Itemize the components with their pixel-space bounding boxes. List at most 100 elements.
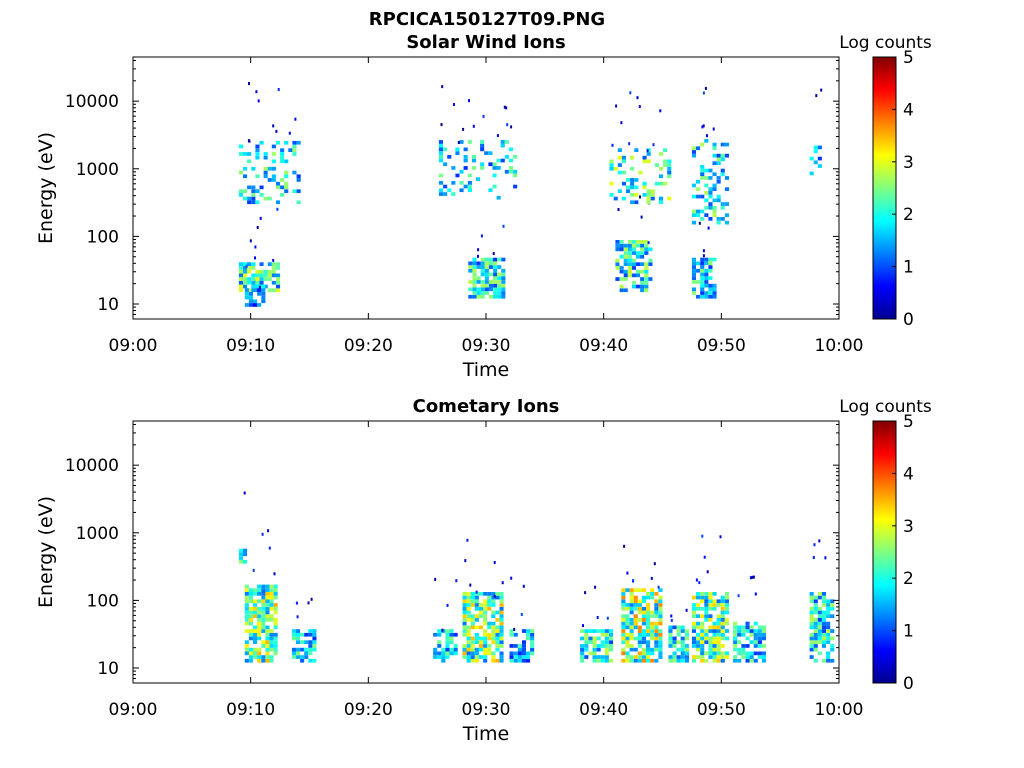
spectrogram-cell [627, 251, 632, 255]
spectrogram-cell [658, 614, 663, 618]
spectrogram-cell [499, 632, 504, 637]
spectrogram-cell [251, 262, 256, 266]
spectrogram-cell [273, 640, 278, 644]
spectrogram-cell [676, 658, 681, 663]
spectrogram-cell [704, 268, 709, 273]
spectrogram-cell [269, 658, 274, 663]
spectrogram-cell [491, 658, 496, 663]
spectrogram-cell [261, 614, 266, 618]
spectrogram-cell [623, 269, 628, 274]
spectrogram-cell [495, 618, 500, 622]
spectrogram-cell [658, 595, 663, 600]
spectrogram-cell [680, 647, 685, 652]
spectrogram-cell [670, 618, 673, 622]
spectrogram-cell [476, 177, 481, 181]
spectrogram-cell [641, 629, 646, 633]
spectrogram-cell [691, 257, 696, 262]
spectrogram-cell [288, 131, 291, 135]
spectrogram-cell [521, 651, 526, 656]
spectrogram-cell [650, 625, 655, 630]
spectrogram-cell [513, 644, 518, 648]
spectrogram-cell [700, 291, 705, 295]
spectrogram-cell [712, 647, 717, 652]
spectrogram-cell [445, 647, 450, 652]
spectrogram-cell [253, 603, 258, 607]
spectrogram-cell [757, 640, 762, 644]
spectrogram-cell [276, 207, 279, 211]
spectrogram-cell [238, 170, 243, 175]
spectrogram-cell [312, 632, 317, 637]
spectrogram-cell [720, 599, 725, 604]
spectrogram-cell [659, 152, 664, 156]
spectrogram-cell [474, 655, 479, 659]
spectrogram-cell [255, 144, 260, 149]
spectrogram-cell [453, 644, 458, 648]
spectrogram-cell [510, 125, 513, 129]
spectrogram-cell [696, 187, 701, 191]
spectrogram-cell [641, 658, 646, 663]
spectrogram-cell [821, 636, 826, 641]
spectrogram-cell [629, 625, 634, 630]
spectrogram-cell [468, 265, 473, 269]
spectrogram-cell [708, 592, 713, 596]
spectrogram-cell [753, 644, 758, 648]
spectrogram-cell [433, 655, 438, 659]
spectrogram-cell [821, 632, 826, 637]
spectrogram-cell [255, 155, 260, 160]
spectrogram-cell [462, 599, 467, 604]
spectrogram-cell [621, 588, 626, 592]
spectrogram-cell [716, 220, 721, 225]
spectrogram-cell [455, 579, 458, 583]
spectrogram-cell [462, 651, 467, 656]
spectrogram-cell [641, 632, 646, 637]
spectrogram-cell [491, 614, 496, 618]
spectrogram-cell [493, 280, 498, 284]
spectrogram-cell [704, 629, 709, 633]
spectrogram-cell [650, 196, 655, 201]
spectrogram-cell [248, 295, 253, 300]
spectrogram-cell [480, 261, 485, 266]
spectrogram-cell [809, 625, 814, 630]
spectrogram-cell [244, 603, 249, 607]
spectrogram-cell [668, 658, 673, 663]
spectrogram-cell [261, 603, 266, 607]
spectrogram-cell [253, 636, 258, 641]
spectrogram-cell [708, 268, 713, 273]
spectrogram-cell [499, 644, 504, 648]
spectrogram-cell [615, 258, 620, 263]
spectrogram-cell [696, 644, 701, 648]
spectrogram-cell [604, 655, 609, 659]
spectrogram-cell [704, 280, 709, 284]
spectrogram-cell [592, 651, 597, 656]
spectrogram-cell [749, 640, 754, 644]
spectrogram-cell [637, 658, 642, 663]
spectrogram-cell [821, 640, 826, 644]
spectrogram-cell [720, 658, 725, 663]
spectrogram-cell [700, 194, 705, 199]
spectrogram-cell [517, 651, 522, 656]
spectrogram-cell [700, 172, 705, 177]
spectrogram-cell [443, 162, 448, 167]
spectrogram-cell [741, 632, 746, 637]
spectrogram-cell [813, 606, 818, 611]
spectrogram-cell [261, 292, 266, 296]
spectrogram-cell [480, 287, 485, 292]
spectrogram-cell [263, 273, 268, 278]
spectrogram-cell [477, 248, 480, 252]
spectrogram-cell [658, 636, 663, 641]
spectrogram-cell [300, 655, 305, 659]
spectrogram-cell [312, 640, 317, 644]
spectrogram-cell [247, 200, 252, 205]
spectrogram-cell [478, 603, 483, 607]
spectrogram-cell [636, 284, 641, 289]
spectrogram-cell [623, 247, 628, 252]
spectrogram-cell [696, 614, 701, 618]
y-tick-label: 1000 [76, 160, 119, 180]
spectrogram-cell [451, 166, 456, 170]
spectrogram-cell [433, 647, 438, 652]
spectrogram-cell [637, 606, 642, 611]
spectrogram-cell [646, 629, 651, 633]
spectrogram-cell [667, 174, 672, 179]
spectrogram-cell [824, 556, 827, 560]
spectrogram-cell [817, 595, 822, 600]
